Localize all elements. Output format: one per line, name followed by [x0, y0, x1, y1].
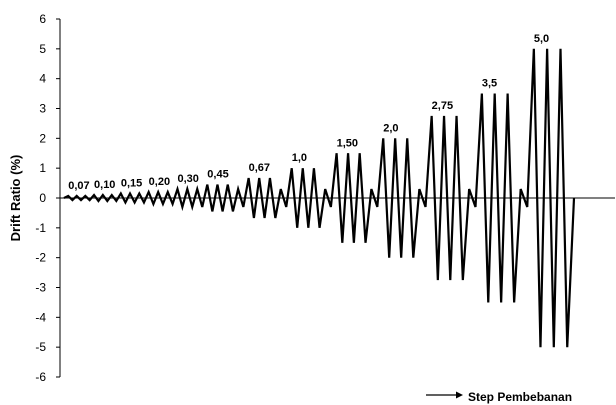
series-line [63, 48, 576, 348]
step-label: 0,45 [207, 169, 228, 181]
step-label: 2,0 [383, 122, 398, 134]
step-label: 3,5 [482, 78, 497, 90]
y-tick-label: -4 [35, 310, 46, 324]
step-labels: 0,07 0,10 0,15 0,20 0,30 0,45 0,67 1,0 1,50 2,0 2,… [68, 33, 549, 192]
y-tick-label: 4 [39, 72, 46, 86]
y-tick-label: 5 [39, 42, 46, 56]
loading-history-series [63, 48, 576, 348]
step-label: 2,75 [432, 100, 453, 112]
y-tick-label: 6 [39, 12, 46, 26]
y-tick-label: -3 [35, 281, 46, 295]
step-label: 0,67 [249, 162, 270, 174]
y-tick-label: 0 [39, 191, 46, 205]
arrow-head [456, 391, 463, 399]
step-label: 0,10 [94, 179, 115, 191]
y-tick-label: 2 [39, 131, 46, 145]
y-tick-label: 3 [39, 102, 46, 116]
step-label: 0,15 [121, 178, 142, 190]
step-label: 0,07 [68, 180, 89, 192]
step-label: 5,0 [534, 33, 549, 45]
step-label: 0,20 [149, 176, 170, 188]
step-label: 0,30 [177, 173, 198, 185]
y-tick-label: -6 [35, 370, 46, 384]
y-tick-label: -5 [35, 340, 46, 354]
step-label: 1,0 [292, 152, 307, 164]
y-axis: 6 5 4 3 2 1 0 -1 -2 -3 -4 -5 -6 [35, 12, 61, 384]
step-label: 1,50 [337, 137, 358, 149]
y-tick-label: -2 [35, 251, 46, 265]
x-axis-label: Step Pembebanan [468, 390, 572, 404]
y-axis-label: Drift Ratio (%) [8, 155, 23, 242]
x-direction-arrow [426, 391, 463, 399]
y-tick-label: 1 [39, 161, 46, 175]
y-tick-label: -1 [35, 221, 46, 235]
